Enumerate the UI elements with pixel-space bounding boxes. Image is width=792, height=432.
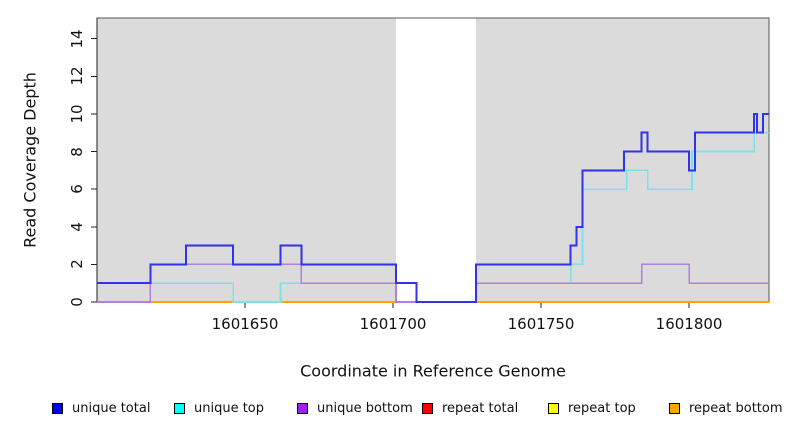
legend-item-unique-top: unique top bbox=[174, 402, 264, 415]
x-axis-title: Coordinate in Reference Genome bbox=[300, 361, 566, 381]
legend-label: unique bottom bbox=[317, 401, 413, 416]
y-tick-label: 14 bbox=[68, 29, 86, 49]
legend-label: repeat bottom bbox=[689, 401, 783, 416]
y-tick-label: 2 bbox=[68, 259, 86, 270]
legend-item-unique-bottom: unique bottom bbox=[297, 402, 413, 415]
y-tick-label: 12 bbox=[68, 66, 86, 86]
legend-label: unique top bbox=[194, 401, 265, 416]
y-tick-label: 0 bbox=[68, 297, 86, 307]
legend-swatch-repeat-bottom bbox=[669, 403, 680, 414]
legend-item-unique-total: unique total bbox=[52, 402, 150, 415]
legend-swatch-unique-bottom bbox=[297, 403, 308, 414]
x-tick-label: 1601800 bbox=[655, 315, 723, 333]
legend-swatch-repeat-total bbox=[422, 403, 433, 414]
shaded-region-0 bbox=[97, 18, 396, 302]
x-tick-label: 1601700 bbox=[359, 315, 427, 333]
series-line-unique-total bbox=[97, 112, 769, 303]
legend-label: repeat top bbox=[568, 401, 636, 416]
y-tick-label: 8 bbox=[68, 146, 86, 157]
legend-item-repeat-top: repeat top bbox=[548, 402, 636, 415]
legend-item-repeat-bottom: repeat bottom bbox=[669, 402, 783, 415]
y-tick-label: 10 bbox=[68, 104, 86, 124]
y-tick-label: 6 bbox=[68, 184, 86, 194]
legend-item-repeat-total: repeat total bbox=[422, 402, 518, 415]
legend-swatch-repeat-top bbox=[548, 403, 559, 414]
legend-label: repeat total bbox=[442, 401, 519, 416]
y-tick-label: 4 bbox=[68, 221, 86, 232]
legend-swatch-unique-top bbox=[174, 403, 185, 414]
y-axis-title: Read Coverage Depth bbox=[20, 72, 40, 248]
x-tick-label: 1601750 bbox=[507, 315, 575, 333]
legend-label: unique total bbox=[72, 401, 151, 416]
legend-swatch-unique-total bbox=[52, 403, 63, 414]
x-tick-label: 1601650 bbox=[211, 315, 279, 333]
shaded-region-1 bbox=[475, 18, 769, 302]
